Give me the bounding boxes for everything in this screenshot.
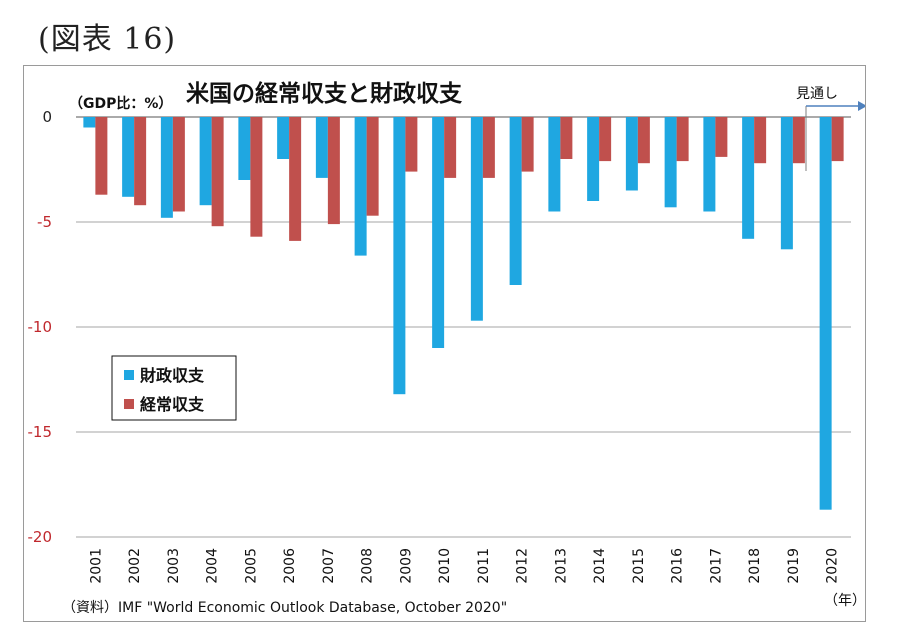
x-tick-label: 2018 bbox=[747, 548, 763, 584]
x-tick-label: 2014 bbox=[592, 548, 608, 584]
x-tick-label: 2009 bbox=[398, 548, 414, 584]
x-tick-label: 2020 bbox=[825, 548, 841, 584]
bar-fiscal-balance bbox=[238, 117, 251, 180]
bar-fiscal-balance bbox=[122, 117, 135, 197]
bar-current-account bbox=[405, 117, 418, 172]
bar-fiscal-balance bbox=[742, 117, 755, 239]
bar-fiscal-balance bbox=[199, 117, 212, 206]
legend: 財政収支 経常収支 bbox=[111, 355, 237, 421]
bar-current-account bbox=[444, 117, 457, 178]
x-tick-label: 2019 bbox=[786, 548, 802, 584]
bar-current-account bbox=[172, 117, 185, 212]
x-axis-label: （年） bbox=[824, 593, 865, 609]
bar-current-account bbox=[792, 117, 805, 164]
bar-current-account bbox=[250, 117, 263, 237]
x-axis-ticks: 2001 2002 2003 2004 2005 2006 2007 2008 2009 2010… bbox=[88, 548, 840, 584]
y-tick-label: -20 bbox=[28, 528, 53, 546]
gridlines bbox=[76, 116, 851, 538]
x-tick-label: 2003 bbox=[166, 548, 182, 584]
forecast-annotation: 見通し bbox=[796, 86, 865, 171]
y-tick-label: -5 bbox=[37, 213, 52, 231]
bar-current-account bbox=[211, 117, 224, 227]
bar-fiscal-balance bbox=[664, 117, 677, 208]
bar-current-account bbox=[637, 117, 650, 164]
bar-current-account bbox=[560, 117, 573, 159]
bar-fiscal-balance bbox=[83, 117, 96, 128]
forecast-arrow-head-icon bbox=[858, 101, 865, 111]
x-tick-label: 2013 bbox=[553, 548, 569, 584]
bar-current-account bbox=[676, 117, 689, 162]
bar-current-account bbox=[482, 117, 495, 178]
legend-swatch-fiscal bbox=[124, 370, 134, 380]
bar-current-account bbox=[754, 117, 767, 164]
bar-fiscal-balance bbox=[587, 117, 600, 201]
bar-fiscal-balance bbox=[277, 117, 290, 159]
x-tick-label: 2005 bbox=[243, 548, 259, 584]
x-tick-label: 2011 bbox=[476, 548, 492, 584]
bar-fiscal-balance bbox=[160, 117, 173, 218]
bar-fiscal-balance bbox=[509, 117, 522, 285]
x-tick-label: 2016 bbox=[670, 548, 686, 584]
y-axis-ticks: 0 -5 -10 -15 -20 bbox=[28, 108, 53, 546]
bar-current-account bbox=[599, 117, 612, 162]
bar-current-account bbox=[521, 117, 534, 172]
bar-fiscal-balance bbox=[780, 117, 793, 250]
bar-fiscal-balance bbox=[819, 117, 832, 510]
bars bbox=[83, 117, 844, 510]
bar-current-account bbox=[327, 117, 340, 225]
y-tick-label: -10 bbox=[28, 318, 53, 336]
bar-fiscal-balance bbox=[393, 117, 406, 395]
legend-label-current-account: 経常収支 bbox=[140, 395, 205, 414]
bar-current-account bbox=[134, 117, 147, 206]
bar-fiscal-balance bbox=[703, 117, 716, 212]
bar-fiscal-balance bbox=[625, 117, 638, 191]
figure-label: (図表 16) bbox=[38, 22, 177, 57]
x-tick-label: 2015 bbox=[631, 548, 647, 584]
x-tick-label: 2002 bbox=[127, 548, 143, 584]
chart-container: 0 -5 -10 -15 -20 2001 2002 2003 2004 2005 2006 200… bbox=[23, 65, 866, 622]
x-tick-label: 2010 bbox=[437, 548, 453, 584]
x-tick-label: 2012 bbox=[515, 548, 531, 584]
bar-current-account bbox=[831, 117, 844, 162]
y-axis-label: （GDP比：%） bbox=[69, 95, 172, 112]
x-tick-label: 2007 bbox=[321, 548, 337, 584]
bar-current-account bbox=[715, 117, 728, 157]
bar-current-account bbox=[289, 117, 302, 241]
x-tick-label: 2006 bbox=[282, 548, 298, 584]
legend-box bbox=[111, 355, 237, 421]
forecast-label: 見通し bbox=[796, 86, 838, 102]
bar-current-account bbox=[366, 117, 379, 216]
bar-fiscal-balance bbox=[432, 117, 445, 348]
y-tick-label: -15 bbox=[28, 423, 53, 441]
bar-current-account bbox=[95, 117, 108, 195]
bar-fiscal-balance bbox=[315, 117, 328, 178]
legend-label-fiscal: 財政収支 bbox=[140, 366, 205, 385]
chart-title: 米国の経常収支と財政収支 bbox=[186, 80, 463, 107]
y-tick-label: 0 bbox=[42, 108, 52, 126]
bar-fiscal-balance bbox=[354, 117, 367, 256]
x-tick-label: 2004 bbox=[205, 548, 221, 584]
source-note: （資料）IMF "World Economic Outlook Database… bbox=[62, 600, 507, 616]
legend-swatch-current-account bbox=[124, 399, 134, 409]
bar-fiscal-balance bbox=[470, 117, 483, 321]
bar-chart: 0-5-10-15-20 2001 2002 2003 2004 2005 2006 200… bbox=[28, 80, 865, 616]
bar-fiscal-balance bbox=[548, 117, 561, 212]
x-tick-label: 2017 bbox=[708, 548, 724, 584]
x-tick-label: 2008 bbox=[360, 548, 376, 584]
x-tick-label: 2001 bbox=[88, 548, 104, 584]
